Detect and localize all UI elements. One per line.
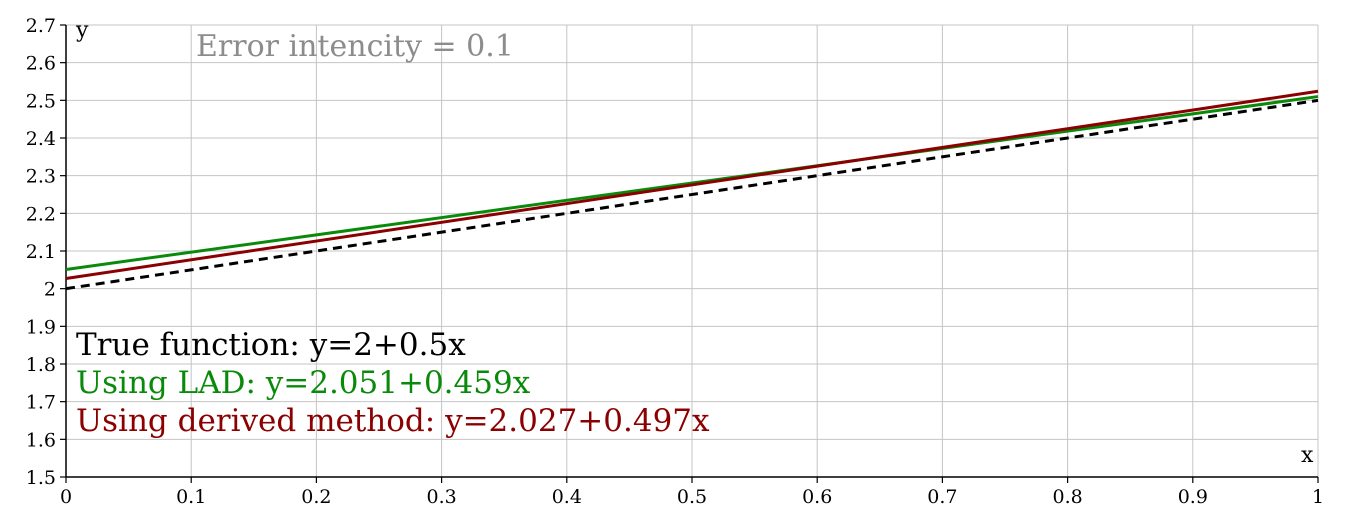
x-tick-label: 0.5 xyxy=(677,486,707,508)
true-function-line xyxy=(65,98,1319,291)
series-lines xyxy=(65,89,1319,291)
x-tick-label: 0.7 xyxy=(927,486,957,508)
legend-lad: Using LAD: y=2.051+0.459x xyxy=(76,365,531,401)
y-tick-label: 1.9 xyxy=(26,316,56,338)
axes xyxy=(60,24,1319,483)
y-axis-label: y xyxy=(75,18,89,43)
x-tick-label: 0.8 xyxy=(1052,486,1082,508)
x-tick-label: 0.1 xyxy=(176,486,206,508)
y-tick-label: 1.6 xyxy=(26,429,56,451)
legend-derived-method: Using derived method: y=2.027+0.497x xyxy=(76,403,710,439)
x-axis-tick-labels: 0 0.1 0.2 0.3 0.4 0.5 0.6 0.7 0.8 0.9 1 xyxy=(60,486,1324,508)
legend-true-function: True function: y=2+0.5x xyxy=(76,327,466,363)
error-intensity-annotation: Error intencity = 0.1 xyxy=(196,29,514,64)
legend: True function: y=2+0.5x Using LAD: y=2.0… xyxy=(76,327,710,439)
y-tick-label: 2.6 xyxy=(26,53,56,75)
y-tick-label: 1.7 xyxy=(26,392,56,414)
y-tick-label: 2 xyxy=(44,279,56,301)
x-tick-label: 0.4 xyxy=(552,486,582,508)
x-tick-label: 0 xyxy=(60,486,72,508)
y-tick-label: 2.4 xyxy=(26,128,56,150)
x-tick-label: 0.9 xyxy=(1178,486,1208,508)
y-axis-tick-labels: 1.5 1.6 1.7 1.8 1.9 2 2.1 2.2 2.3 2.4 2.5 2.6 2.7 xyxy=(26,15,56,489)
y-tick-label: 2.5 xyxy=(26,90,56,112)
y-tick-label: 1.5 xyxy=(26,467,56,489)
x-axis-label: x xyxy=(1301,443,1314,468)
y-tick-label: 2.1 xyxy=(26,241,56,263)
x-tick-label: 0.6 xyxy=(802,486,832,508)
y-tick-label: 2.3 xyxy=(26,166,56,188)
grid-lines xyxy=(66,24,1319,477)
y-tick-label: 2.2 xyxy=(26,203,56,225)
lad-fit-line xyxy=(65,95,1319,271)
x-tick-label: 0.2 xyxy=(301,486,331,508)
x-tick-label: 0.3 xyxy=(426,486,456,508)
x-tick-label: 1 xyxy=(1312,486,1324,508)
y-tick-label: 1.8 xyxy=(26,354,56,376)
y-tick-label: 2.7 xyxy=(26,15,56,37)
derived-method-line xyxy=(65,89,1319,280)
